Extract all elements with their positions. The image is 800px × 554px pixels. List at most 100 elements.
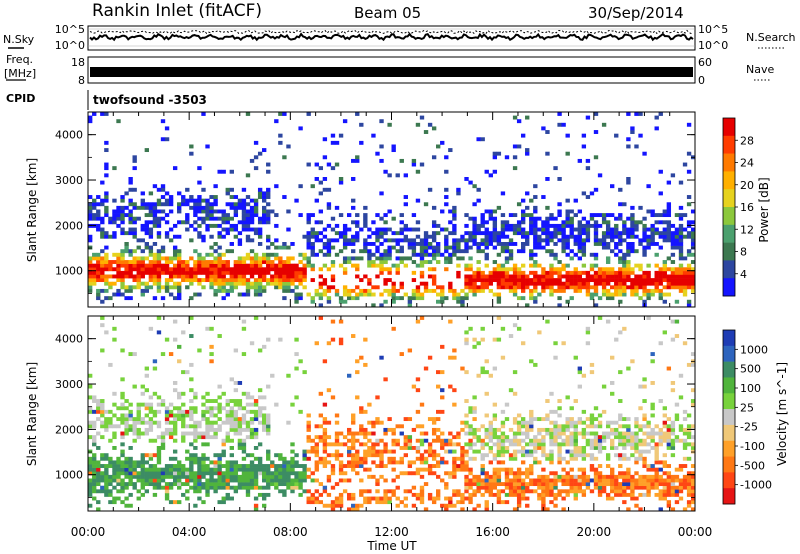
- heatmap-cell: [96, 267, 101, 272]
- heatmap-cell: [168, 456, 174, 461]
- heatmap-cell: [88, 449, 93, 454]
- heatmap-cell: [342, 227, 348, 232]
- heatmap-cell: [516, 231, 522, 236]
- heatmap-cell: [290, 256, 295, 261]
- heatmap-cell: [472, 278, 477, 283]
- heatmap-cell: [541, 417, 546, 422]
- heatmap-cell: [589, 438, 595, 443]
- heatmap-cell: [541, 485, 546, 490]
- heatmap-cell: [423, 260, 429, 264]
- heatmap-cell: [468, 256, 473, 261]
- heatmap-cell: [427, 471, 433, 476]
- heatmap-cell: [88, 195, 93, 199]
- heatmap-cell: [545, 249, 550, 254]
- heatmap-cell: [605, 242, 611, 246]
- heatmap-cell: [472, 216, 477, 221]
- heatmap-cell: [306, 496, 311, 501]
- heatmap-cell: [638, 274, 643, 279]
- heatmap-cell: [253, 478, 259, 483]
- heatmap-cell: [419, 260, 425, 264]
- heatmap-cell: [545, 231, 550, 236]
- heatmap-cell: [545, 274, 550, 279]
- heatmap-cell: [346, 464, 352, 468]
- heatmap-cell: [257, 420, 263, 425]
- heatmap-cell: [614, 281, 619, 286]
- heatmap-cell: [399, 424, 404, 429]
- heatmap-cell: [177, 482, 182, 487]
- heatmap-cell: [508, 227, 514, 232]
- heatmap-cell: [537, 263, 542, 268]
- heatmap-cell: [241, 467, 247, 472]
- heatmap-cell: [294, 263, 299, 268]
- heatmap-cell: [172, 474, 178, 479]
- heatmap-cell: [245, 471, 251, 476]
- heatmap-cell: [516, 485, 522, 490]
- heatmap-cell: [403, 438, 408, 443]
- heatmap-cell: [298, 274, 303, 279]
- heatmap-cell: [338, 431, 344, 436]
- heatmap-cell: [112, 471, 117, 476]
- heatmap-cell: [460, 256, 465, 261]
- heatmap-cell: [411, 270, 417, 275]
- heatmap-cell: [618, 270, 623, 275]
- heatmap-cell: [650, 464, 655, 468]
- heatmap-cell: [634, 460, 639, 465]
- heatmap-cell: [278, 112, 283, 116]
- heatmap-cell: [472, 292, 477, 297]
- heatmap-cell: [233, 399, 239, 403]
- heatmap-cell: [516, 467, 522, 472]
- heatmap-cell: [419, 115, 425, 120]
- heatmap-cell: [403, 446, 408, 450]
- heatmap-cell: [448, 438, 453, 443]
- heatmap-cell: [642, 417, 647, 422]
- heatmap-cell: [541, 453, 546, 458]
- heatmap-cell: [245, 252, 251, 257]
- heatmap-cell: [233, 202, 239, 207]
- heatmap-cell: [233, 209, 239, 214]
- heatmap-cell: [351, 177, 356, 181]
- heatmap-cell: [266, 209, 271, 214]
- heatmap-cell: [472, 223, 477, 228]
- heatmap-cell: [484, 274, 489, 279]
- heatmap-cell: [322, 288, 328, 293]
- heatmap-cell: [678, 482, 684, 487]
- colorbar-label: 500: [740, 363, 761, 376]
- heatmap-cell: [419, 316, 425, 320]
- heatmap-cell: [278, 467, 283, 472]
- heatmap-cell: [168, 402, 174, 407]
- heatmap-cell: [488, 281, 493, 286]
- heatmap-cell: [140, 227, 145, 232]
- heatmap-cell: [334, 420, 340, 425]
- heatmap-cell: [205, 227, 210, 232]
- heatmap-cell: [241, 260, 247, 264]
- heatmap-cell: [253, 198, 259, 203]
- heatmap-cell: [666, 281, 672, 286]
- heatmap-cell: [565, 133, 570, 138]
- heatmap-cell: [553, 424, 558, 429]
- heatmap-cell: [541, 496, 546, 501]
- heatmap-cell: [88, 209, 93, 214]
- heatmap-cell: [306, 456, 311, 461]
- heatmap-cell: [585, 278, 591, 283]
- heatmap-cell: [367, 489, 372, 494]
- heatmap-cell: [322, 435, 328, 440]
- heatmap-cell: [241, 438, 247, 443]
- heatmap-cell: [266, 195, 271, 199]
- heatmap-cell: [363, 500, 368, 505]
- heatmap-cell: [274, 467, 279, 472]
- heatmap-cell: [383, 500, 388, 505]
- heatmap-cell: [116, 216, 121, 221]
- heatmap-cell: [512, 492, 518, 497]
- heatmap-cell: [197, 281, 202, 286]
- heatmap-cell: [610, 485, 615, 490]
- heatmap-cell: [213, 413, 218, 418]
- heatmap-cell: [136, 263, 141, 268]
- heatmap-cell: [488, 438, 493, 443]
- heatmap-cell: [201, 238, 206, 243]
- heatmap-cell: [229, 227, 234, 232]
- heatmap-cell: [237, 292, 243, 297]
- heatmap-cell: [160, 442, 166, 447]
- heatmap-cell: [440, 438, 445, 443]
- heatmap-cell: [468, 267, 473, 272]
- heatmap-cell: [257, 278, 263, 283]
